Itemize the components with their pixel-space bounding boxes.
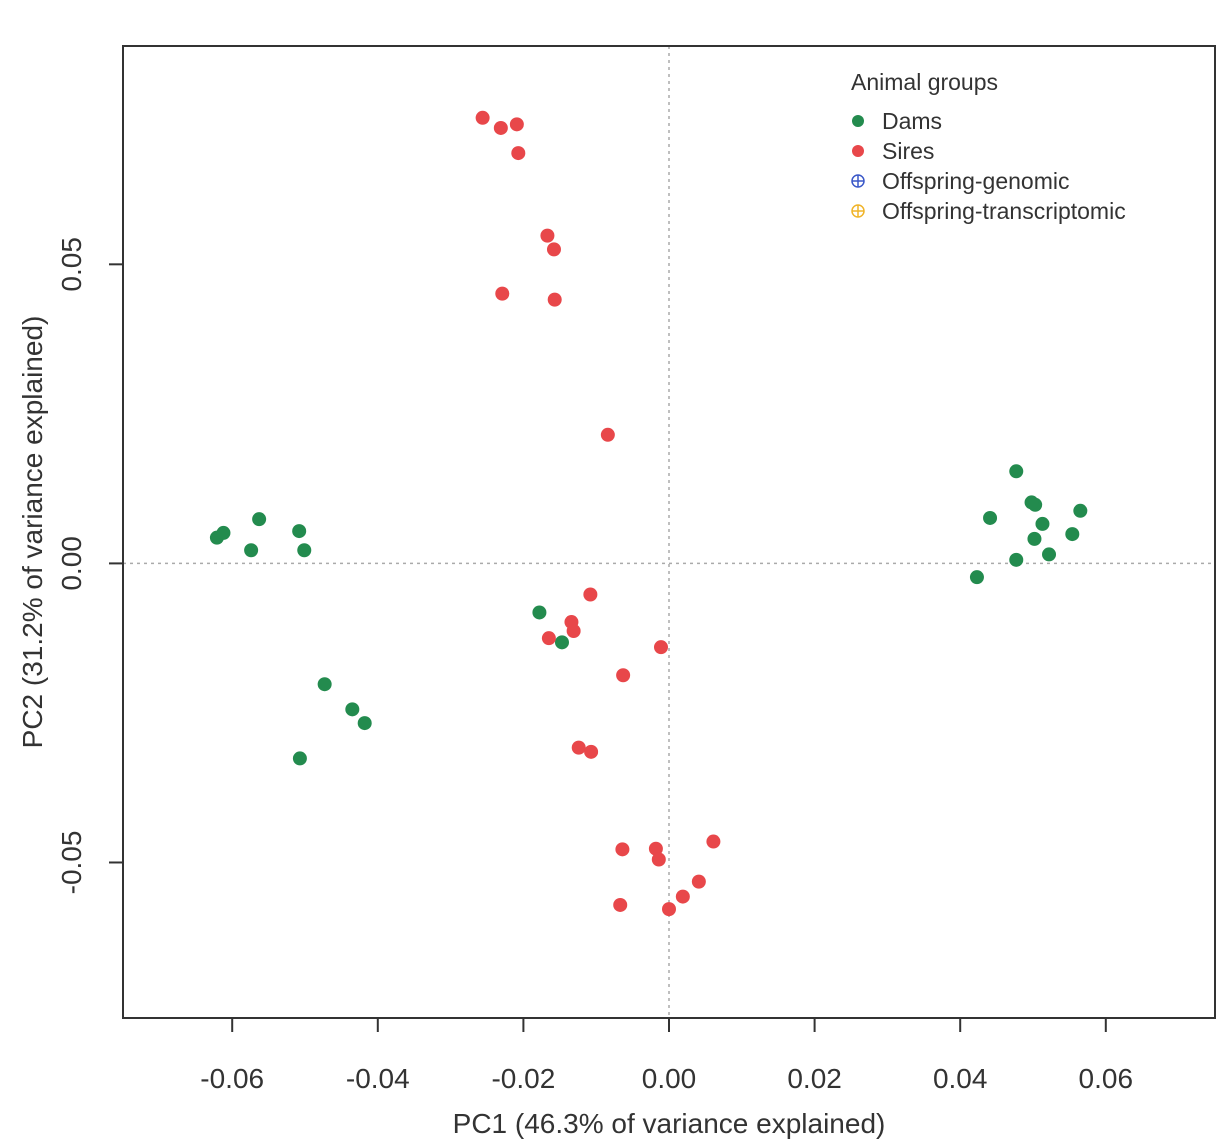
x-tick-label: -0.04 bbox=[346, 1063, 410, 1094]
sires-point bbox=[662, 902, 676, 917]
dams-point bbox=[1027, 531, 1042, 546]
legend-label: Dams bbox=[882, 108, 942, 134]
reference-lines bbox=[123, 46, 1215, 1018]
dams-point bbox=[983, 510, 998, 525]
sires-point bbox=[511, 146, 526, 161]
dams-point bbox=[532, 605, 547, 620]
dams-point bbox=[1009, 552, 1024, 567]
legend-marker bbox=[852, 115, 864, 127]
dams-point bbox=[292, 524, 307, 539]
x-tick-label: 0.04 bbox=[933, 1063, 988, 1094]
dams-point bbox=[297, 543, 312, 558]
sires-point bbox=[613, 897, 628, 912]
sires-point bbox=[541, 631, 556, 646]
dams-point bbox=[244, 543, 259, 558]
sires-point bbox=[495, 286, 510, 301]
x-tick-label: 0.06 bbox=[1079, 1063, 1134, 1094]
sires-point bbox=[600, 427, 615, 442]
legend-marker bbox=[852, 145, 864, 157]
dams-point bbox=[317, 677, 332, 692]
legend: Animal groups Dams Sires Offspring-genomic… bbox=[851, 69, 1126, 224]
sires-point bbox=[493, 120, 508, 135]
sires-point bbox=[691, 874, 706, 889]
sires-point bbox=[475, 110, 490, 125]
sires-point bbox=[706, 834, 721, 849]
dams-point bbox=[216, 525, 231, 540]
data-points bbox=[209, 110, 1088, 917]
legend-label: Sires bbox=[882, 138, 934, 164]
dams-point bbox=[357, 716, 372, 731]
dams-point bbox=[1024, 495, 1039, 510]
y-tick-label: -0.05 bbox=[56, 831, 87, 895]
sires-point bbox=[540, 228, 555, 243]
sires-point bbox=[547, 292, 562, 307]
dams-point bbox=[345, 702, 360, 717]
x-tick-label: 0.00 bbox=[642, 1063, 697, 1094]
dams-point bbox=[252, 512, 267, 527]
y-tick-label: 0.00 bbox=[56, 536, 87, 591]
sires-point bbox=[653, 640, 668, 655]
x-tick-label: -0.06 bbox=[200, 1063, 264, 1094]
sires-point bbox=[584, 744, 599, 759]
legend-label: Offspring-transcriptomic bbox=[882, 198, 1126, 224]
sires-point bbox=[675, 889, 690, 904]
legend-marker bbox=[851, 174, 865, 188]
x-tick-label: -0.02 bbox=[491, 1063, 555, 1094]
sires-point bbox=[648, 841, 663, 856]
legend-marker bbox=[851, 204, 865, 218]
sires-point bbox=[615, 842, 630, 857]
sires-point bbox=[546, 242, 561, 257]
sires-point bbox=[509, 117, 524, 132]
dams-point bbox=[1035, 516, 1050, 531]
dams-point bbox=[554, 635, 569, 650]
dams-point bbox=[1042, 547, 1057, 562]
dams-point bbox=[969, 570, 984, 585]
x-axis: -0.06 -0.04 -0.02 0.00 0.02 0.04 0.06 bbox=[200, 1018, 1133, 1094]
y-axis: -0.05 0.00 0.05 bbox=[56, 237, 123, 894]
y-axis-label: PC2 (31.2% of variance explained) bbox=[17, 316, 48, 749]
legend-label: Offspring-genomic bbox=[882, 168, 1070, 194]
sires-point bbox=[583, 587, 598, 602]
sires-point bbox=[651, 852, 666, 867]
x-tick-label: 0.02 bbox=[787, 1063, 842, 1094]
dams-point bbox=[1065, 527, 1080, 542]
dams-point bbox=[292, 751, 307, 766]
y-tick-label: 0.05 bbox=[56, 237, 87, 292]
dams-point bbox=[1009, 464, 1024, 479]
x-axis-label: PC1 (46.3% of variance explained) bbox=[453, 1108, 886, 1139]
legend-title: Animal groups bbox=[851, 69, 998, 95]
dams-point bbox=[1073, 503, 1088, 518]
sires-point bbox=[571, 740, 586, 755]
sires-point bbox=[616, 668, 631, 683]
sires-point bbox=[566, 623, 581, 638]
